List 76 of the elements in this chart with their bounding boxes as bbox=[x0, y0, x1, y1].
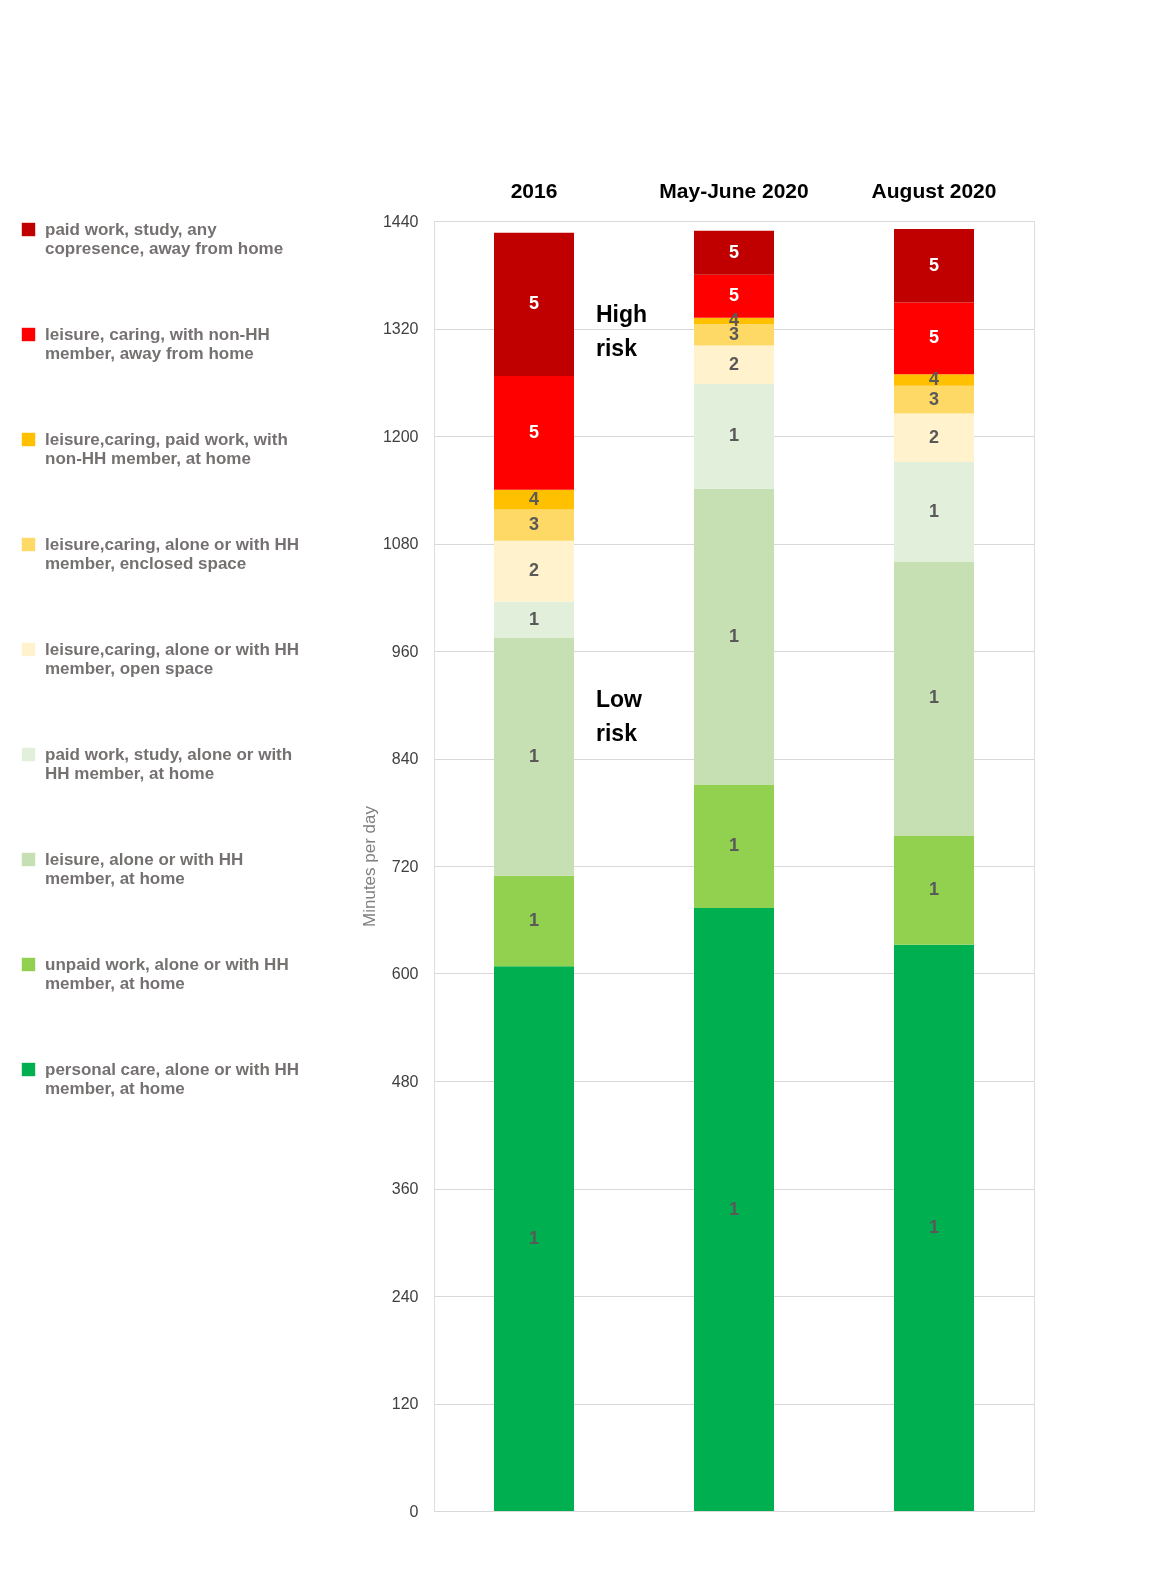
y-tick-label: 1440 bbox=[382, 212, 419, 230]
bar bbox=[694, 784, 774, 909]
bar bbox=[894, 374, 974, 386]
annotation: High risk bbox=[596, 301, 648, 362]
y-tick-label: 240 bbox=[391, 1287, 419, 1305]
annotation: 1 bbox=[528, 1227, 540, 1248]
annotation: 5 bbox=[528, 421, 540, 442]
y-tick-label: 1320 bbox=[382, 320, 419, 337]
annotation: Low risk bbox=[596, 686, 643, 747]
annotation: 5 bbox=[928, 254, 940, 275]
legend-label: leisure,caring, alone or with HH member, open space bbox=[45, 639, 300, 678]
x-tick-label: May-June 2020 bbox=[659, 178, 809, 202]
bar bbox=[894, 835, 974, 945]
legend-label: leisure,caring, paid work, with non-HH member, at home bbox=[45, 429, 288, 468]
bar bbox=[894, 944, 974, 1511]
legend-label: leisure,caring, alone or with HH member, enclosed space bbox=[45, 534, 300, 573]
annotation: 5 bbox=[728, 285, 740, 306]
bar bbox=[494, 637, 574, 876]
bar bbox=[494, 540, 574, 602]
y-tick-label: 720 bbox=[391, 857, 419, 875]
legend-label: paid work, study, any copresence, away from home bbox=[45, 219, 284, 258]
annotation: 3 bbox=[928, 388, 940, 409]
bar bbox=[694, 230, 774, 275]
y-tick-label: 480 bbox=[391, 1072, 419, 1090]
annotation: 1 bbox=[728, 835, 740, 856]
annotation: 5 bbox=[728, 241, 740, 262]
legend-label: paid work, study, alone or with HH member, at home bbox=[45, 744, 293, 783]
annotation: 2 bbox=[928, 426, 940, 447]
annotation: 2 bbox=[728, 353, 740, 374]
y-tick-label: 1080 bbox=[382, 535, 419, 552]
annotation: 1 bbox=[528, 910, 540, 931]
annotation: 1 bbox=[528, 745, 540, 766]
bar bbox=[894, 561, 974, 836]
annotation: 1 bbox=[728, 1198, 740, 1219]
annotation: 1 bbox=[928, 500, 940, 521]
bar bbox=[494, 375, 574, 490]
annotation: 4 bbox=[528, 488, 540, 509]
bar bbox=[894, 413, 974, 462]
y-tick-label: 360 bbox=[391, 1180, 419, 1197]
annotation: 5 bbox=[928, 327, 940, 348]
bar bbox=[894, 385, 974, 414]
annotation: 4 bbox=[928, 369, 940, 390]
bar bbox=[494, 966, 574, 1511]
bar bbox=[494, 509, 574, 541]
bar bbox=[494, 232, 574, 376]
annotation: 1 bbox=[728, 625, 740, 646]
bar bbox=[894, 229, 974, 303]
y-tick-label: 120 bbox=[391, 1395, 419, 1412]
x-tick-label: August 2020 bbox=[871, 178, 997, 202]
legend-label: leisure, alone or with HH member, at home bbox=[45, 849, 244, 888]
annotation: 1 bbox=[528, 608, 540, 629]
legend-label: unpaid work, alone or with HH member, at home bbox=[45, 954, 289, 993]
legend-label: personal care, alone or with HH member, at home bbox=[45, 1059, 300, 1098]
annotation: 1 bbox=[928, 879, 940, 900]
bar bbox=[494, 601, 574, 638]
y-tick-label: 600 bbox=[391, 965, 419, 982]
annotation: 5 bbox=[528, 293, 540, 314]
bar bbox=[494, 875, 574, 967]
y-tick-label: 0 bbox=[409, 1502, 419, 1520]
annotation: 1 bbox=[928, 687, 940, 708]
bar bbox=[694, 345, 774, 385]
bar bbox=[494, 489, 574, 510]
bar bbox=[694, 384, 774, 489]
annotation: 2 bbox=[528, 560, 540, 581]
y-tick-label: 960 bbox=[391, 642, 419, 660]
annotation: 3 bbox=[528, 514, 540, 535]
annotation: 1 bbox=[928, 1216, 940, 1237]
bar bbox=[694, 488, 774, 785]
annotation: 1 bbox=[728, 425, 740, 446]
legend-label: leisure, caring, with non-HH member, away from home bbox=[45, 324, 270, 363]
bar bbox=[894, 461, 974, 562]
y-tick-label: 1200 bbox=[382, 427, 419, 445]
y-axis-title: Minutes per day bbox=[359, 805, 379, 927]
x-tick-label: 2016 bbox=[510, 178, 558, 202]
y-tick-label: 840 bbox=[391, 750, 419, 767]
bar bbox=[694, 908, 774, 1511]
